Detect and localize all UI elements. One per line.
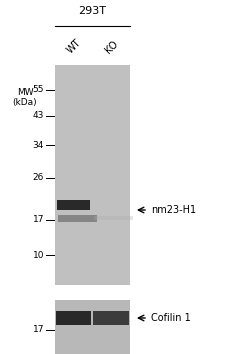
Text: nm23-H1: nm23-H1 [151, 205, 196, 215]
Bar [93, 311, 129, 325]
Bar [55, 300, 130, 354]
Bar [56, 311, 91, 325]
Bar [55, 65, 130, 285]
Bar [57, 200, 90, 210]
Text: 34: 34 [33, 141, 44, 149]
Text: WT: WT [65, 37, 83, 55]
Text: MW
(kDa): MW (kDa) [13, 88, 37, 107]
Text: KO: KO [103, 38, 119, 55]
Bar [58, 215, 97, 222]
Text: 17: 17 [33, 216, 44, 224]
Text: 43: 43 [33, 112, 44, 120]
Text: Cofilin 1: Cofilin 1 [151, 313, 191, 323]
Bar [94, 216, 133, 220]
Text: 293T: 293T [78, 6, 106, 16]
Text: 55: 55 [33, 86, 44, 95]
Text: 26: 26 [33, 173, 44, 183]
Text: 10: 10 [33, 251, 44, 259]
Text: 17: 17 [33, 325, 44, 335]
